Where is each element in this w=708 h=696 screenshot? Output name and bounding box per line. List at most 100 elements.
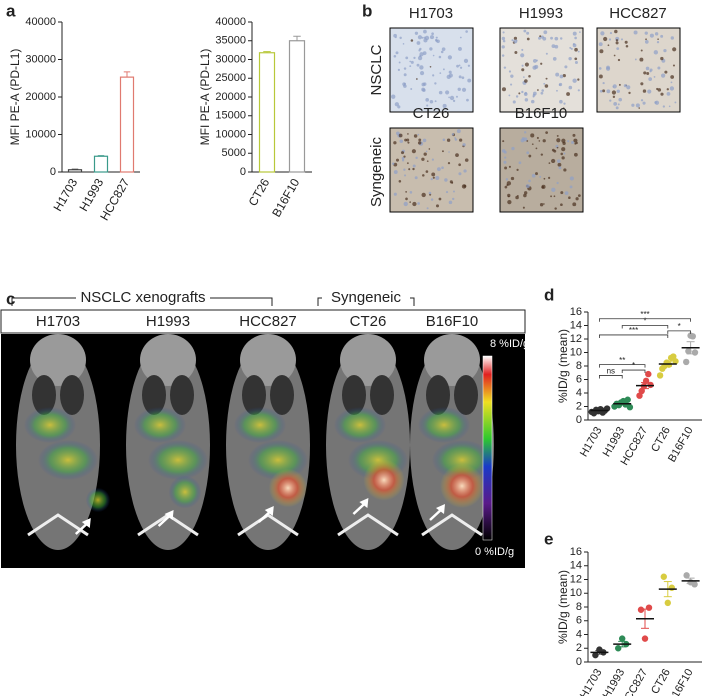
cell bbox=[575, 141, 578, 145]
cell bbox=[422, 174, 425, 177]
cell bbox=[572, 31, 577, 36]
cell bbox=[526, 151, 530, 155]
cell bbox=[615, 41, 619, 45]
y-tick-label: 4 bbox=[576, 628, 582, 640]
cell bbox=[645, 38, 647, 41]
cell bbox=[600, 31, 605, 36]
cell bbox=[609, 99, 612, 102]
cell bbox=[435, 39, 439, 43]
y-tick-label: 4 bbox=[576, 387, 582, 399]
cell bbox=[442, 103, 447, 108]
cell bbox=[448, 73, 453, 78]
cell bbox=[613, 54, 616, 57]
cell bbox=[416, 63, 420, 67]
cell bbox=[552, 57, 557, 61]
cell bbox=[410, 39, 414, 42]
cell bbox=[430, 178, 433, 181]
significance-label: * bbox=[678, 322, 681, 331]
significance-label: * bbox=[643, 317, 646, 326]
cell bbox=[394, 102, 400, 107]
cell bbox=[568, 56, 572, 61]
cell bbox=[393, 33, 397, 38]
cell bbox=[620, 38, 624, 41]
cell bbox=[397, 68, 401, 72]
y-tick-label: 8 bbox=[576, 360, 582, 372]
cell bbox=[538, 140, 541, 142]
point bbox=[656, 372, 664, 379]
lung bbox=[426, 375, 450, 415]
cell bbox=[513, 36, 518, 41]
cell bbox=[560, 152, 564, 156]
cell bbox=[445, 190, 449, 194]
cell bbox=[421, 192, 426, 198]
cell bbox=[611, 90, 617, 95]
cell bbox=[458, 64, 461, 67]
cell bbox=[560, 191, 564, 195]
cell bbox=[542, 139, 546, 143]
cell bbox=[524, 98, 529, 102]
y-tick-label: 10000 bbox=[215, 128, 246, 140]
cell bbox=[503, 66, 507, 69]
cell bbox=[421, 82, 426, 87]
cell bbox=[540, 153, 544, 156]
cell bbox=[501, 149, 506, 153]
cell bbox=[579, 31, 581, 33]
cell bbox=[425, 150, 428, 153]
uptake bbox=[234, 407, 286, 443]
cell bbox=[573, 138, 578, 143]
cell bbox=[432, 74, 435, 77]
scale-label: 0 %ID/g bbox=[475, 546, 514, 558]
cell bbox=[402, 43, 405, 45]
cell bbox=[447, 55, 452, 60]
cell bbox=[672, 47, 677, 52]
cell bbox=[603, 36, 608, 42]
cell bbox=[559, 74, 564, 79]
significance-bracket bbox=[599, 334, 669, 338]
cell bbox=[574, 60, 578, 64]
cell bbox=[674, 101, 677, 104]
cell bbox=[459, 138, 463, 142]
cell bbox=[657, 38, 659, 40]
image-label: HCC827 bbox=[609, 5, 667, 22]
cell bbox=[554, 36, 559, 41]
cell bbox=[515, 195, 519, 200]
cell bbox=[393, 141, 397, 145]
cell bbox=[598, 67, 602, 70]
cell bbox=[514, 51, 518, 54]
x-tick-label: CT26 bbox=[246, 176, 273, 209]
cell bbox=[413, 56, 416, 60]
cell bbox=[654, 100, 660, 105]
cell bbox=[663, 49, 667, 53]
cell bbox=[395, 51, 399, 55]
lung bbox=[60, 375, 84, 415]
cell bbox=[419, 52, 424, 57]
cell bbox=[664, 70, 668, 74]
cell bbox=[454, 137, 456, 139]
cell bbox=[662, 105, 666, 108]
tumor bbox=[85, 487, 111, 513]
cell bbox=[644, 31, 648, 35]
cell bbox=[642, 89, 647, 93]
cell bbox=[666, 88, 669, 91]
pet-label: H1993 bbox=[146, 313, 190, 330]
cell bbox=[511, 146, 515, 151]
cell bbox=[444, 178, 448, 182]
cell bbox=[564, 191, 569, 195]
point bbox=[691, 581, 698, 588]
cell bbox=[556, 146, 559, 149]
cell bbox=[626, 85, 631, 90]
cell bbox=[563, 152, 566, 155]
mouse-head bbox=[30, 334, 86, 386]
cell bbox=[435, 36, 438, 39]
cell bbox=[501, 54, 505, 57]
cell bbox=[624, 40, 628, 44]
cell bbox=[653, 50, 659, 55]
cell bbox=[640, 49, 643, 52]
cell bbox=[449, 95, 455, 101]
cell bbox=[612, 85, 615, 88]
point bbox=[645, 604, 653, 611]
cell bbox=[398, 133, 403, 138]
cell bbox=[448, 200, 453, 205]
cell bbox=[426, 160, 429, 162]
